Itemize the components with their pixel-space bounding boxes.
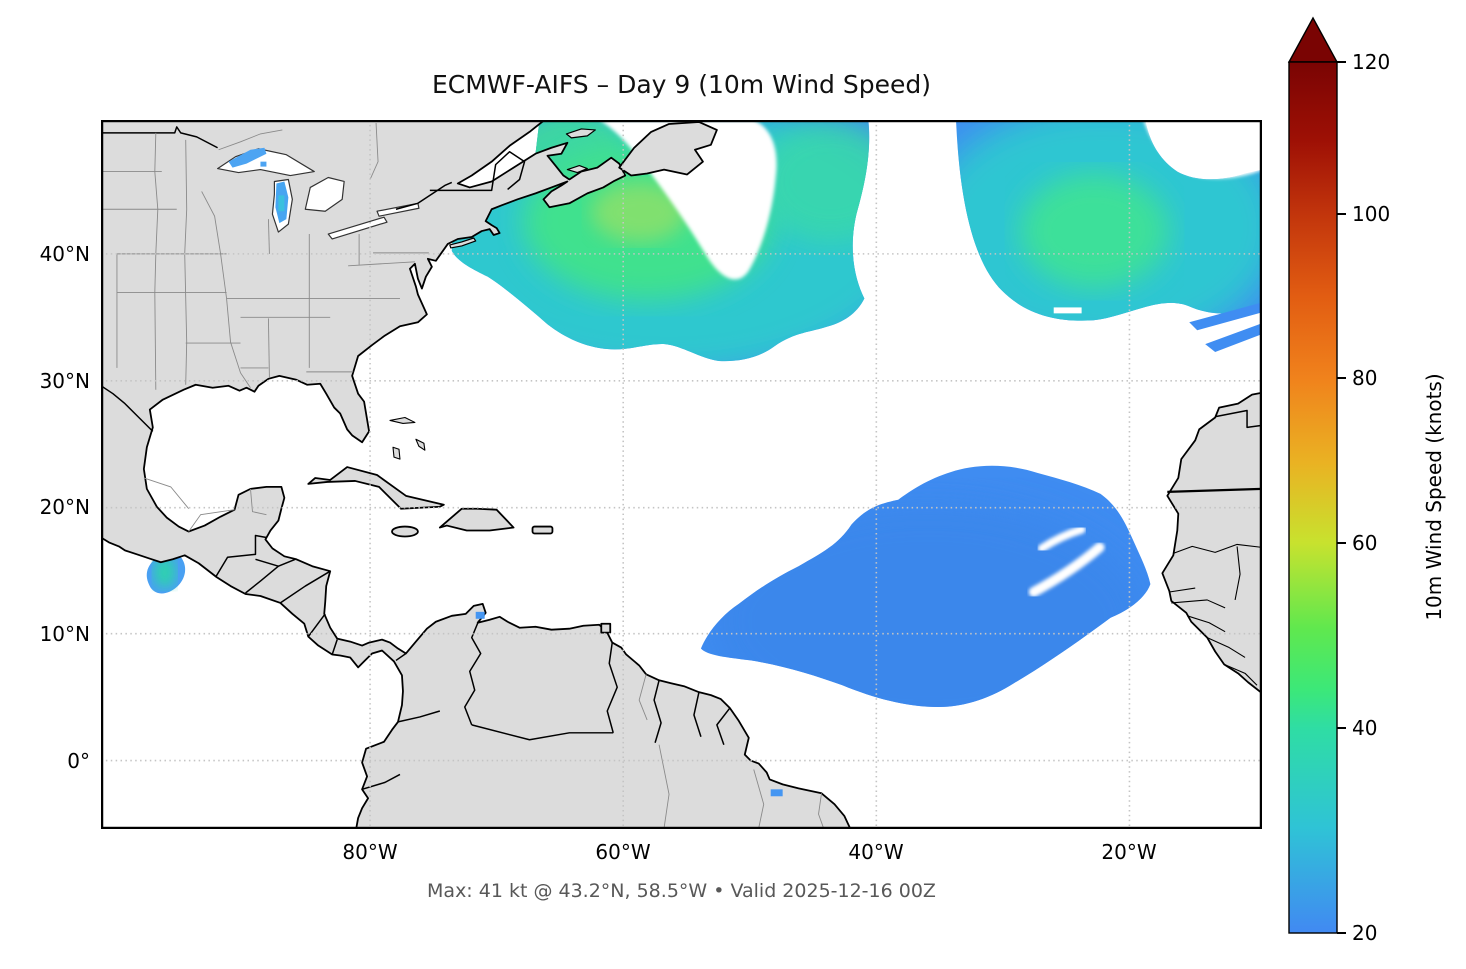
wind-speck-michigan-core: [278, 195, 285, 212]
cb-tick-100: 100: [1352, 202, 1391, 226]
wind-region-ne-atlantic: [956, 120, 1262, 353]
land-bahamas-eleuthera: [415, 438, 426, 451]
wind-speck-amazon-mouth: [770, 789, 783, 797]
land-newfoundland: [618, 121, 718, 177]
wind-speck-venezuela: [475, 611, 485, 619]
ytick-40n: 40°N: [39, 242, 90, 266]
land-hispaniola: [438, 507, 515, 532]
ytick-0: 0°: [67, 749, 90, 773]
wind-speck-superior-dot: [260, 161, 267, 167]
cb-tickmark-20: [1337, 932, 1346, 934]
calm-slit-2: [1028, 542, 1105, 597]
wind-specks: [228, 147, 783, 797]
land-bahamas-andros: [392, 446, 401, 460]
land-trinidad: [600, 622, 612, 634]
colorbar-gradient: [1287, 16, 1339, 934]
ytick-20n: 20°N: [39, 495, 90, 519]
axes-frame: [101, 120, 1262, 829]
map-canvas: [101, 120, 1262, 829]
calm-slit-1: [1037, 525, 1086, 553]
lake-erie: [327, 216, 388, 240]
plot-title: ECMWF-AIFS – Day 9 (10m Wind Speed): [432, 70, 931, 99]
ytick-30n: 30°N: [39, 369, 90, 393]
colorbar-bar: [1288, 61, 1338, 934]
colorbar: [1285, 12, 1345, 942]
land-masses: [101, 120, 1262, 829]
cb-tick-40: 40: [1352, 716, 1378, 740]
cb-tickmark-80: [1337, 377, 1346, 379]
cb-tickmark-100: [1337, 213, 1346, 215]
land-long-island: [449, 237, 477, 249]
cb-tickmark-40: [1337, 727, 1346, 729]
colorbar-axis-label: 10m Wind Speed (knots): [1422, 373, 1446, 621]
colorbar-extend-arrow: [1287, 16, 1339, 63]
land-americas: [101, 120, 852, 829]
xtick-60w: 60°W: [595, 840, 651, 864]
calm-dash: [1053, 307, 1082, 314]
land-jamaica: [391, 525, 419, 538]
xtick-80w: 80°W: [342, 840, 398, 864]
xtick-40w: 40°W: [848, 840, 904, 864]
state-borders: [101, 122, 824, 829]
cb-tick-80: 80: [1352, 366, 1378, 390]
land-puerto-rico: [531, 525, 554, 535]
land-anticosti: [565, 128, 596, 139]
land-pei: [566, 165, 588, 174]
cb-tick-60: 60: [1352, 531, 1378, 555]
country-borders: [101, 126, 1262, 791]
wind-map: [101, 120, 1262, 829]
lake-huron: [304, 176, 345, 212]
cb-tick-120: 120: [1352, 50, 1391, 74]
ytick-10n: 10°N: [39, 622, 90, 646]
cb-tick-20: 20: [1352, 921, 1378, 945]
land-bahamas-abaco: [389, 416, 416, 424]
wind-speck-lake-superior: [228, 147, 267, 168]
xtick-20w: 20°W: [1101, 840, 1157, 864]
cb-tickmark-120: [1337, 61, 1346, 63]
land-cuba: [307, 466, 445, 510]
calm-hole-ne-atlantic: [1143, 120, 1262, 179]
wind-region-tehuantepec: [146, 552, 186, 594]
cb-tickmark-60: [1337, 542, 1346, 544]
gridlines: [101, 120, 1262, 829]
plot-subtitle: Max: 41 kt @ 43.2°N, 58.5°W • Valid 2025…: [427, 880, 936, 902]
